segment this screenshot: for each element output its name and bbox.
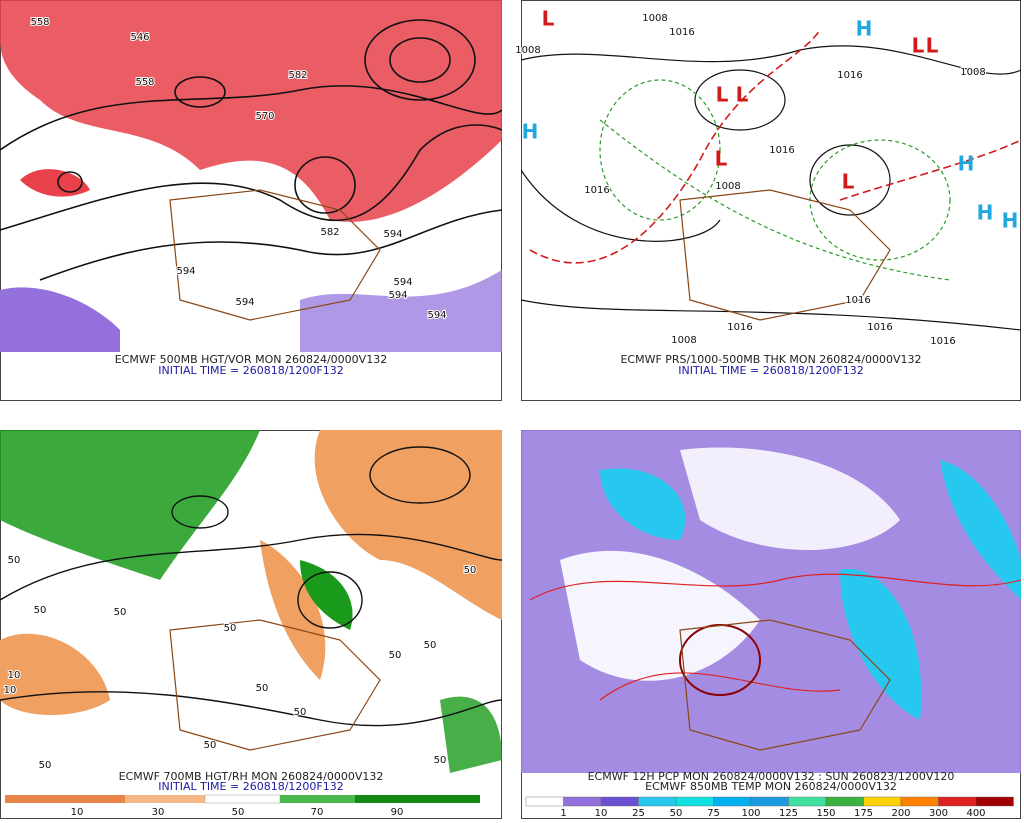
- contour-label: 50: [8, 555, 21, 566]
- colorbar-swatch: [788, 796, 827, 807]
- contour-label: 558: [30, 17, 49, 28]
- pressure-center: L: [842, 170, 855, 194]
- colorbar-swatch: [525, 796, 564, 807]
- colorbar-label: 125: [779, 808, 798, 819]
- pressure-center: H: [522, 120, 539, 144]
- pressure-center: L: [715, 147, 728, 171]
- colorbar-label: 30: [152, 807, 165, 818]
- colorbar-swatch: [938, 796, 977, 807]
- contour-label: 594: [383, 229, 402, 240]
- colorbar-label: 90: [391, 807, 404, 818]
- colorbar-swatch: [638, 796, 677, 807]
- contour-label: 50: [34, 605, 47, 616]
- pressure-center: L: [912, 34, 925, 58]
- contour-label: 594: [427, 310, 446, 321]
- contour-label: 1016: [584, 185, 609, 196]
- panel-500mb: [0, 0, 502, 401]
- pressure-center: H: [977, 201, 994, 225]
- colorbar-label: 175: [854, 808, 873, 819]
- caption-2: ECMWF 850MB TEMP MON 260824/0000V132: [645, 780, 897, 793]
- colorbar-rh: [5, 794, 480, 804]
- contour-label: 558: [135, 77, 154, 88]
- colorbar-swatch: [750, 796, 789, 807]
- colorbar-swatch: [675, 796, 714, 807]
- colorbar-label: 100: [741, 808, 760, 819]
- contour-label: 1016: [769, 145, 794, 156]
- contour-label: 1016: [669, 27, 694, 38]
- contour-label: 10: [8, 670, 21, 681]
- contour-label: 1016: [845, 295, 870, 306]
- panel-precip: [521, 430, 1021, 819]
- pressure-center: L: [926, 34, 939, 58]
- contour-label: 594: [388, 290, 407, 301]
- contour-label: 50: [389, 650, 402, 661]
- colorbar-label: 50: [232, 807, 245, 818]
- contour-label: 1016: [867, 322, 892, 333]
- colorbar-swatch: [600, 796, 639, 807]
- colorbar-label: 50: [670, 808, 683, 819]
- colorbar-label: 400: [966, 808, 985, 819]
- colorbar-label: 75: [707, 808, 720, 819]
- initial-time: INITIAL TIME = 260818/1200F132: [158, 780, 343, 793]
- initial-time: INITIAL TIME = 260818/1200F132: [158, 364, 343, 377]
- colorbar-label: 25: [632, 808, 645, 819]
- colorbar-label: 200: [891, 808, 910, 819]
- pressure-center: H: [958, 152, 975, 176]
- contour-label: 10: [4, 685, 17, 696]
- pressure-center: L: [716, 83, 729, 107]
- contour-label: 50: [224, 623, 237, 634]
- colorbar-swatch: [825, 796, 864, 807]
- caption: ECMWF 500MB HGT/VOR MON 260824/0000V132: [115, 353, 387, 366]
- colorbar-label: 1: [560, 808, 566, 819]
- contour-label: 546: [130, 32, 149, 43]
- colorbar-swatch: [975, 796, 1014, 807]
- colorbar-label: 150: [816, 808, 835, 819]
- caption: ECMWF PRS/1000-500MB THK MON 260824/0000…: [620, 353, 921, 366]
- contour-label: 50: [39, 760, 52, 771]
- colorbar-swatch: [900, 796, 939, 807]
- contour-label: 50: [424, 640, 437, 651]
- contour-label: 594: [176, 266, 195, 277]
- contour-label: 1008: [960, 67, 985, 78]
- contour-label: 50: [204, 740, 217, 751]
- colorbar-precip: 1 10 25 50 75 100 125 150 175 200 300 400: [525, 796, 1014, 819]
- contour-label: 582: [288, 70, 307, 81]
- caption: ECMWF 700MB HGT/RH MON 260824/0000V132: [119, 770, 384, 783]
- pressure-center: H: [1002, 209, 1019, 233]
- contour-label: 1016: [837, 70, 862, 81]
- contour-label: 1008: [671, 335, 696, 346]
- contour-label: 582: [320, 227, 339, 238]
- pressure-center: H: [856, 17, 873, 41]
- colorbar-label: 10: [595, 808, 608, 819]
- panel-700mb: [0, 430, 502, 819]
- contour-label: 1008: [715, 181, 740, 192]
- colorbar-label: 70: [311, 807, 324, 818]
- contour-label: 50: [294, 707, 307, 718]
- contour-label: 570: [255, 111, 274, 122]
- contour-label: 1008: [642, 13, 667, 24]
- colorbar-swatch: [713, 796, 752, 807]
- colorbar-label: 300: [929, 808, 948, 819]
- initial-time: INITIAL TIME = 260818/1200F132: [678, 364, 863, 377]
- contour-label: 50: [464, 565, 477, 576]
- pressure-center: L: [542, 7, 555, 31]
- contour-label: 594: [235, 297, 254, 308]
- contour-label: 594: [393, 277, 412, 288]
- contour-label: 50: [256, 683, 269, 694]
- panel-pressure: [521, 0, 1021, 401]
- contour-label: 50: [114, 607, 127, 618]
- colorbar-swatch: [863, 796, 902, 807]
- contour-label: 1008: [515, 45, 540, 56]
- contour-label: 1016: [930, 336, 955, 347]
- contour-label: 1016: [727, 322, 752, 333]
- contour-label: 50: [434, 755, 447, 766]
- pressure-center: L: [736, 83, 749, 107]
- colorbar-swatch: [563, 796, 602, 807]
- colorbar-label: 10: [71, 807, 84, 818]
- caption: ECMWF 12H PCP MON 260824/0000V132 : SUN …: [588, 770, 955, 783]
